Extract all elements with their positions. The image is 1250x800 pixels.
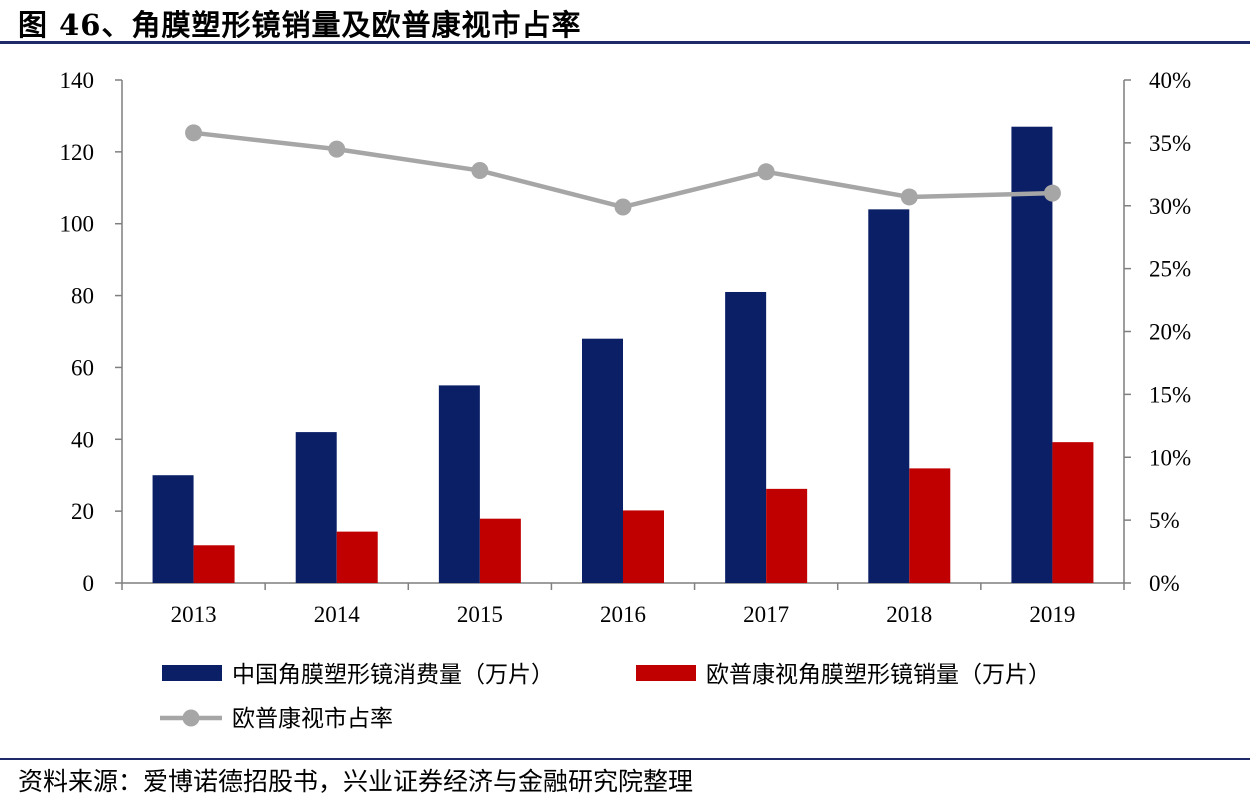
figure-title: 图 46、角膜塑形镜销量及欧普康视市占率 (18, 8, 582, 42)
share-line-point (185, 124, 203, 142)
share-line-point (471, 162, 489, 180)
x-axis-tick-label: 2016 (600, 602, 646, 627)
source-note: 资料来源：爱博诺德招股书，兴业证券经济与金融研究院整理 (18, 767, 694, 796)
right-axis-tick-label: 20% (1149, 320, 1191, 345)
left-axis-tick-label: 100 (60, 212, 95, 237)
right-axis-tick-label: 40% (1149, 68, 1191, 93)
left-axis-tick-label: 0 (83, 571, 95, 596)
share-line-point (900, 188, 918, 206)
right-axis-tick-label: 10% (1149, 445, 1191, 470)
left-axis-tick-label: 80 (71, 284, 94, 309)
legend-swatch-china (162, 665, 222, 681)
x-axis-tick-label: 2014 (314, 602, 361, 627)
bar-ophthalmic-sales (193, 545, 235, 583)
bars (152, 126, 1094, 584)
bar-ophthalmic-sales (336, 531, 378, 583)
bar-ophthalmic-sales (1052, 442, 1094, 583)
share-line-point (757, 163, 775, 181)
legend-label-china: 中国角膜塑形镜消费量（万片） (232, 662, 554, 687)
source-rule (0, 758, 1250, 760)
right-axis-tick-label: 25% (1149, 257, 1191, 282)
x-axis-tick-label: 2015 (457, 602, 503, 627)
legend-marker-share (182, 709, 200, 727)
bar-ophthalmic-sales (766, 488, 808, 583)
bar-china-consumption (1011, 126, 1053, 583)
bar-china-consumption (152, 475, 194, 583)
legend-label-share: 欧普康视市占率 (232, 706, 393, 731)
left-axis-tick-label: 20 (71, 499, 94, 524)
bar-china-consumption (868, 209, 910, 584)
share-line-path (193, 130, 1053, 210)
share-line-point (328, 140, 346, 158)
x-axis-tick-label: 2018 (886, 602, 932, 627)
right-axis-tick-label: 15% (1149, 382, 1191, 407)
share-line-point (614, 198, 632, 216)
right-axis-tick-label: 35% (1149, 131, 1191, 156)
x-axis-tick-label: 2013 (171, 602, 217, 627)
left-axis-tick-label: 60 (71, 355, 94, 380)
share-line-point (1043, 184, 1061, 202)
legend-swatch-ophthalmic (636, 665, 696, 681)
axes: 0 20 40 60 80 100 120 140 0% 5% 10% 15% 20% 25% 30% 35%… (60, 68, 1192, 627)
right-axis-tick-label: 30% (1149, 194, 1191, 219)
legend-label-ophthalmic: 欧普康视角膜塑形镜销量（万片） (706, 662, 1051, 687)
x-axis-tick-label: 2019 (1029, 602, 1075, 627)
bar-china-consumption (725, 291, 767, 583)
title-rule (0, 41, 1250, 44)
bar-ophthalmic-sales (909, 468, 951, 583)
bar-china-consumption (295, 432, 337, 583)
left-axis-tick-label: 40 (71, 427, 94, 452)
left-axis-tick-label: 120 (60, 140, 95, 165)
left-axis-tick-label: 140 (60, 68, 95, 93)
right-axis-tick-label: 5% (1149, 508, 1180, 533)
bar-ophthalmic-sales (623, 510, 664, 583)
bar-china-consumption (582, 338, 623, 583)
right-axis-tick-label: 0% (1149, 571, 1180, 596)
legend: 中国角膜塑形镜消费量（万片） 欧普康视角膜塑形镜销量（万片） 欧普康视市占率 (160, 662, 1051, 731)
bar-china-consumption (438, 385, 480, 583)
share-line (185, 124, 1061, 216)
bar-ophthalmic-sales (479, 518, 521, 583)
x-axis-tick-label: 2017 (743, 602, 789, 627)
chart: 0 20 40 60 80 100 120 140 0% 5% 10% 15% 20% 25% 30% 35%… (60, 68, 1192, 731)
